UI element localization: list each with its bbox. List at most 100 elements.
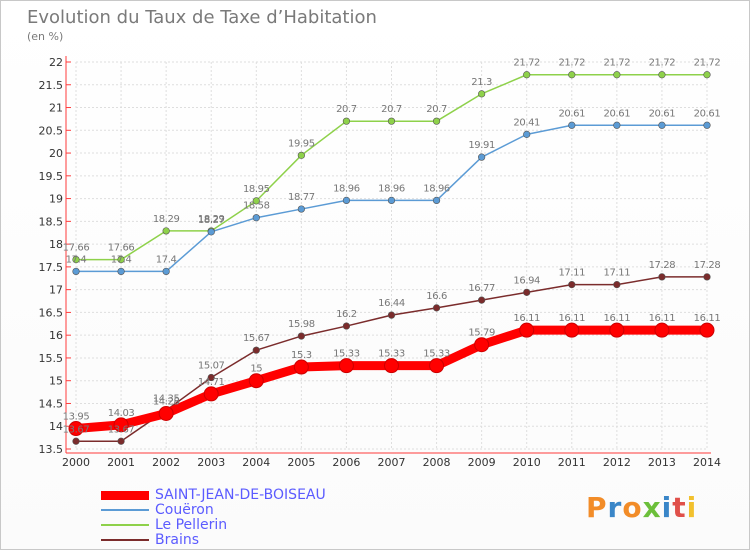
data-point [248, 373, 264, 389]
legend-label: Couëron [155, 502, 214, 518]
data-point [613, 71, 621, 79]
data-label: 17.28 [694, 260, 721, 271]
data-label: 15.67 [243, 333, 270, 344]
data-label: 13.67 [63, 424, 90, 435]
data-label: 18.58 [243, 201, 270, 212]
data-label: 19.95 [288, 138, 315, 149]
data-point [432, 196, 441, 205]
x-tick-label: 2010 [513, 456, 541, 469]
data-point [162, 267, 170, 276]
data-point [474, 337, 490, 353]
logo-letter: i [661, 491, 673, 524]
data-label: 16.11 [694, 313, 721, 324]
data-label: 16.94 [513, 275, 540, 286]
data-point [342, 322, 351, 330]
data-label: 17.28 [649, 260, 676, 271]
legend-swatch [101, 524, 149, 526]
data-point [384, 358, 399, 374]
data-label: 17.11 [558, 268, 585, 279]
y-tick-label: 16 [49, 329, 63, 342]
data-label: 16.11 [558, 313, 585, 324]
x-tick-label: 2000 [62, 456, 90, 469]
data-label: 20.61 [604, 108, 631, 119]
logo-letter: o [622, 491, 643, 524]
data-label: 15.07 [198, 361, 225, 372]
data-label: 14.03 [108, 408, 135, 419]
data-point [568, 121, 576, 129]
y-tick-label: 16.5 [39, 306, 64, 319]
x-tick-label: 2012 [603, 456, 631, 469]
data-label: 17.4 [66, 254, 87, 265]
data-point [158, 405, 174, 421]
y-tick-label: 13.5 [39, 443, 64, 456]
data-point [162, 227, 170, 235]
data-point [117, 255, 125, 264]
data-point [68, 421, 84, 437]
data-point [519, 322, 535, 338]
logo-letter: i [686, 491, 698, 524]
data-label: 14.35 [153, 393, 180, 404]
y-tick-label: 17 [49, 284, 63, 297]
x-tick-label: 2007 [378, 456, 406, 469]
data-label: 16.2 [336, 309, 357, 320]
data-point [658, 71, 666, 79]
y-tick-label: 15.5 [39, 352, 64, 365]
logo-letter: r [607, 491, 623, 524]
data-point [293, 359, 309, 375]
data-label: 15.3 [291, 350, 312, 361]
chart-title: Evolution du Taux de Taxe d’Habitation [27, 7, 377, 28]
data-point [654, 322, 670, 338]
x-tick-label: 2005 [287, 456, 315, 469]
data-point [478, 153, 486, 161]
legend-swatch [101, 539, 149, 541]
data-point [387, 311, 396, 319]
data-point [564, 322, 580, 338]
data-point [432, 304, 441, 312]
proxiti-logo: Proxiti [586, 491, 697, 524]
data-point [613, 281, 621, 289]
data-label: 20.61 [558, 108, 585, 119]
data-label: 15.33 [423, 349, 450, 360]
data-label: 20.61 [649, 108, 676, 119]
data-point [203, 386, 219, 402]
x-tick-label: 2009 [468, 456, 496, 469]
y-tick-label: 17.5 [39, 261, 64, 274]
legend-item: SAINT-JEAN-DE-BOISEAU [101, 487, 326, 503]
legend-swatch [101, 490, 149, 500]
y-tick-label: 18 [49, 238, 63, 251]
data-label: 18.96 [378, 183, 405, 194]
data-point [568, 281, 576, 289]
data-label: 18.96 [333, 183, 360, 194]
data-label: 19.91 [468, 140, 495, 151]
data-label: 13.95 [63, 412, 90, 423]
x-tick-label: 2014 [693, 456, 721, 469]
data-point [387, 117, 396, 125]
data-label: 13.67 [108, 424, 135, 435]
y-tick-label: 21.5 [39, 79, 64, 92]
x-tick-label: 2006 [332, 456, 360, 469]
data-label: 18.29 [153, 214, 180, 225]
logo-letter: t [672, 491, 687, 524]
data-label: 15.33 [378, 349, 405, 360]
data-label: 17.11 [604, 268, 631, 279]
data-point [478, 90, 486, 98]
data-point [609, 322, 625, 338]
data-label: 18.95 [243, 184, 270, 195]
data-label: 16.6 [426, 291, 447, 302]
data-point [297, 151, 305, 159]
data-label: 21.72 [649, 58, 676, 69]
data-point [478, 296, 486, 304]
data-label: 14.71 [198, 377, 225, 388]
data-label: 16.11 [604, 313, 631, 324]
data-label: 17.66 [108, 243, 135, 254]
data-point [72, 255, 80, 264]
y-tick-label: 14.5 [39, 397, 64, 410]
legend-label: SAINT-JEAN-DE-BOISEAU [155, 487, 326, 503]
data-label: 20.7 [336, 104, 357, 115]
data-label: 21.72 [604, 58, 631, 69]
y-tick-label: 19 [49, 193, 63, 206]
data-point [523, 71, 531, 79]
data-label: 18.29 [198, 214, 225, 225]
